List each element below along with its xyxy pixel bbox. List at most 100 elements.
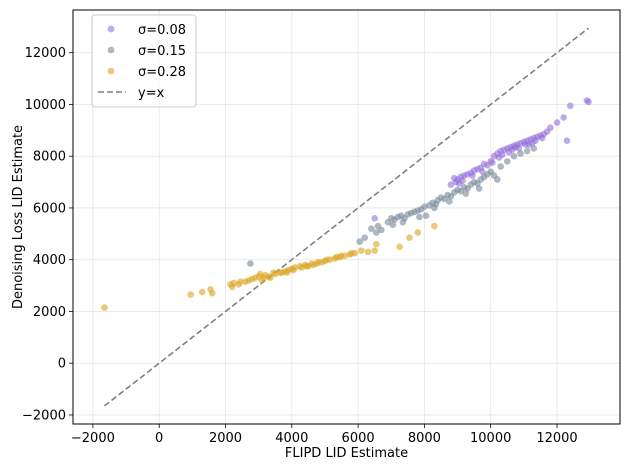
x-tick-label: 12000	[536, 431, 577, 446]
legend-label-sigma-0.08: σ=0.08	[138, 23, 186, 38]
x-tick-label: 0	[155, 431, 163, 446]
data-point-series-1	[462, 190, 470, 198]
data-point-series-2	[371, 247, 378, 254]
data-point-series-0	[525, 141, 533, 148]
data-point-series-2	[270, 269, 277, 276]
data-point-series-1	[530, 145, 538, 152]
data-point-series-2	[414, 229, 422, 236]
reference-line-y-equals-x	[104, 27, 589, 407]
y-tick-label: 8000	[33, 150, 66, 165]
legend-label-sigma-0.15: σ=0.15	[138, 44, 186, 59]
legend-marker-sigma-0.15	[107, 46, 115, 54]
data-point-series-0	[547, 124, 554, 132]
data-point-series-2	[310, 261, 317, 269]
axis-ticks: −2000 0 2000 4000 6000 8000 10000 12000 −2000 0 20…	[22, 46, 578, 446]
x-tick-label: 10000	[470, 431, 511, 446]
data-point-series-0	[560, 114, 567, 121]
data-point-series-0	[512, 143, 519, 151]
x-tick-label: 6000	[342, 431, 375, 446]
data-point-series-2	[333, 253, 340, 261]
scatter-points-layer	[101, 97, 592, 311]
data-point-series-1	[361, 234, 369, 241]
data-point-series-1	[517, 150, 524, 157]
data-point-series-1	[432, 200, 440, 208]
reference-line-layer	[104, 27, 589, 407]
y-tick-label: 10000	[25, 98, 66, 113]
data-point-series-2	[290, 266, 297, 274]
data-point-series-1	[378, 226, 385, 234]
data-point-series-1	[475, 185, 483, 192]
legend-marker-sigma-0.08	[107, 25, 115, 33]
legend: σ=0.08 σ=0.15 σ=0.28 y=x	[91, 14, 197, 108]
data-point-series-2	[323, 256, 330, 263]
data-point-series-2	[208, 290, 216, 297]
data-point-series-0	[371, 214, 378, 222]
data-point-series-1	[416, 213, 423, 221]
data-point-series-2	[198, 288, 206, 296]
data-point-series-2	[187, 291, 194, 298]
y-tick-label: 4000	[33, 253, 66, 268]
data-point-series-0	[585, 98, 592, 106]
data-point-series-0	[553, 119, 561, 126]
data-point-series-2	[303, 262, 311, 270]
data-point-series-2	[245, 277, 253, 284]
data-point-series-2	[278, 269, 286, 276]
data-point-series-2	[237, 278, 244, 285]
data-point-series-1	[494, 176, 501, 183]
y-tick-label: 12000	[25, 46, 66, 61]
data-point-series-0	[447, 181, 455, 188]
data-point-series-1	[389, 221, 397, 229]
x-tick-label: 2000	[209, 431, 242, 446]
data-point-series-1	[422, 212, 430, 220]
data-point-series-1	[445, 198, 453, 205]
data-point-series-1	[523, 147, 531, 155]
data-point-series-2	[260, 274, 267, 282]
data-point-series-2	[364, 248, 372, 256]
data-point-series-2	[283, 269, 291, 276]
data-point-series-0	[450, 174, 458, 182]
data-point-series-0	[479, 168, 486, 176]
data-point-series-2	[431, 222, 438, 230]
legend-marker-sigma-0.28	[107, 67, 115, 75]
y-tick-label: 0	[58, 357, 66, 372]
data-point-series-0	[469, 172, 476, 179]
data-point-series-1	[373, 229, 380, 236]
data-point-series-2	[265, 273, 272, 280]
data-point-series-0	[455, 180, 463, 187]
x-tick-label: 8000	[408, 431, 441, 446]
x-axis-label: FLIPD LID Estimate	[285, 446, 408, 461]
data-point-series-2	[348, 249, 355, 257]
x-tick-label: −2000	[71, 431, 115, 446]
y-tick-label: 6000	[33, 201, 66, 216]
data-point-series-2	[228, 283, 236, 291]
data-point-series-1	[510, 152, 518, 160]
data-point-series-0	[495, 154, 503, 161]
data-point-series-1	[399, 218, 407, 226]
plot-frame	[72, 9, 621, 425]
data-point-series-0	[563, 137, 571, 144]
data-point-series-1	[247, 260, 254, 267]
data-point-series-1	[497, 163, 504, 170]
legend-label-y-equals-x: y=x	[138, 86, 165, 101]
y-tick-label: −2000	[22, 408, 66, 423]
data-point-series-2	[315, 258, 322, 266]
y-axis-label: Denoising Loss LID Estimate	[11, 125, 26, 309]
data-point-series-2	[358, 247, 365, 254]
data-point-series-2	[396, 243, 403, 251]
data-point-series-1	[356, 238, 364, 245]
data-point-series-1	[503, 158, 511, 165]
data-point-series-0	[489, 159, 496, 166]
legend-label-sigma-0.28: σ=0.28	[138, 65, 186, 80]
y-tick-label: 2000	[33, 305, 66, 320]
data-point-series-1	[421, 203, 428, 210]
data-point-series-0	[566, 102, 574, 110]
data-point-series-2	[101, 304, 108, 311]
data-point-series-2	[373, 240, 380, 248]
data-point-series-1	[368, 225, 375, 232]
data-point-series-2	[406, 234, 413, 241]
data-point-series-2	[298, 264, 306, 271]
data-point-series-0	[538, 134, 546, 142]
legend-box	[91, 14, 197, 108]
x-tick-label: 4000	[275, 431, 308, 446]
